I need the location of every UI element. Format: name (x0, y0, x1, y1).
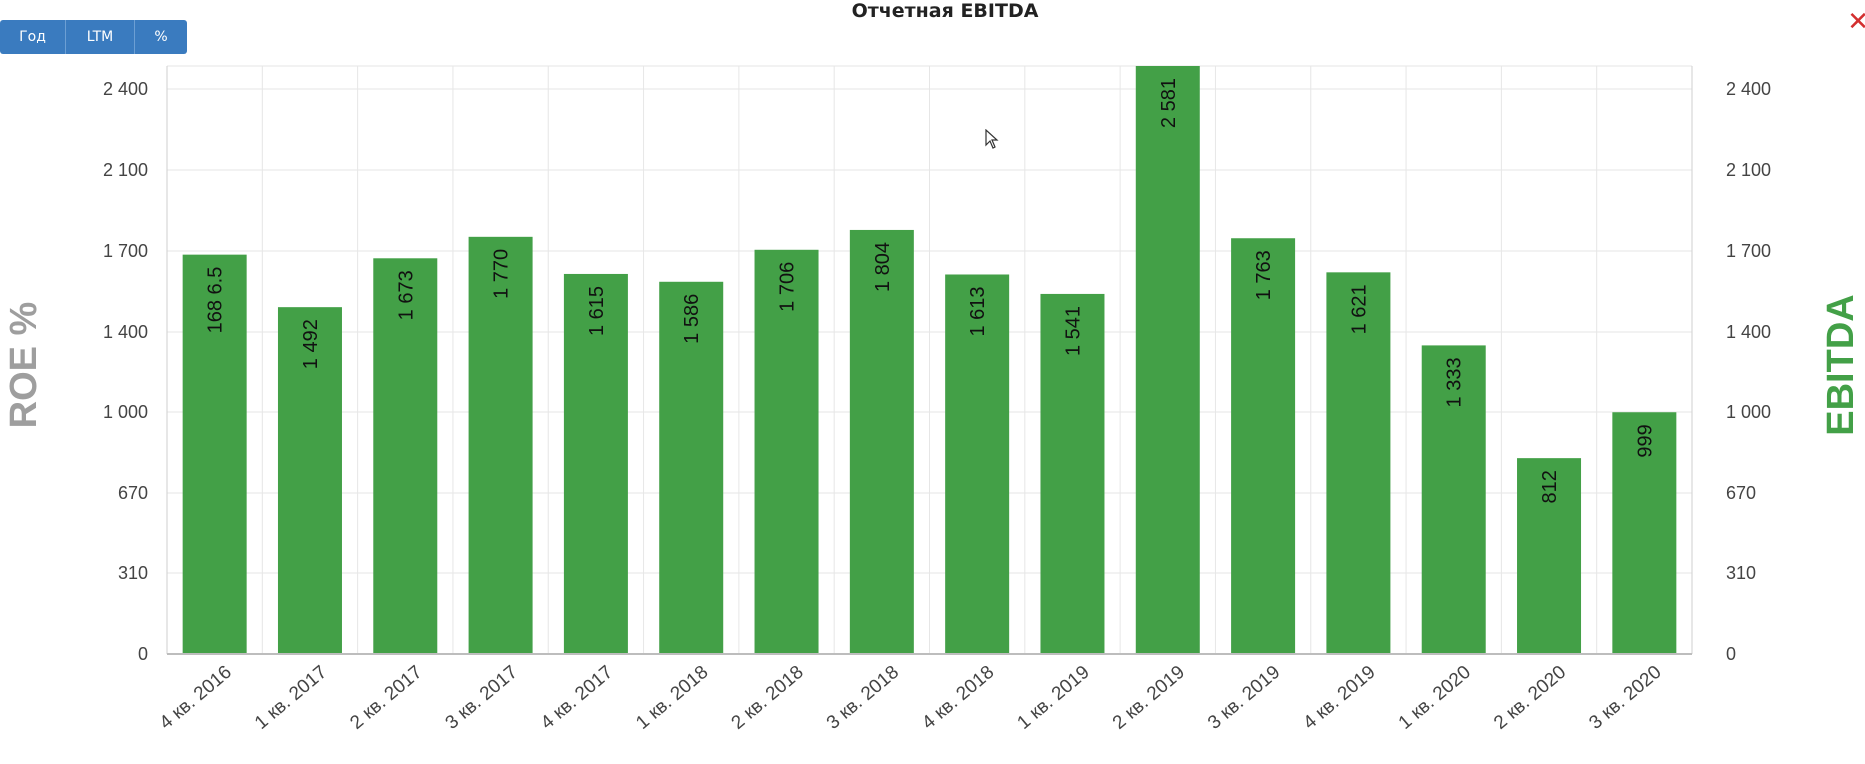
chart-title: Отчетная EBITDA (851, 0, 1039, 22)
bar-value-label: 1 613 (967, 286, 989, 336)
period-toggle: Год LTM % (0, 20, 187, 54)
x-tick-label: 4 кв. 2017 (537, 662, 617, 734)
bar-value-label: 1 706 (777, 262, 799, 312)
bar[interactable] (1517, 458, 1582, 654)
bar[interactable] (1231, 238, 1296, 654)
bar-value-label: 812 (1539, 470, 1561, 503)
bar[interactable] (1040, 293, 1105, 654)
bar-value-label: 1 621 (1348, 284, 1370, 334)
x-tick-label: 3 кв. 2020 (1585, 662, 1665, 734)
left-tick-label: 310 (118, 563, 148, 583)
bar-value-label: 2 581 (1158, 78, 1180, 128)
bar-value-label: 999 (1634, 424, 1656, 457)
bar[interactable] (849, 229, 914, 654)
axes (166, 66, 1693, 655)
bar-value-label: 1 541 (1062, 306, 1084, 356)
right-axis-title: EBITDA (1820, 294, 1862, 435)
x-tick-label: 2 кв. 2017 (346, 662, 426, 734)
bar[interactable] (1326, 272, 1391, 654)
bar-value-label: 1 492 (300, 319, 322, 369)
mouse-cursor-icon (985, 129, 999, 149)
year-button[interactable]: Год (0, 20, 66, 54)
bar[interactable] (1612, 412, 1677, 654)
right-tick-label: 1 000 (1726, 402, 1771, 422)
bar-value-label: 1 804 (872, 242, 894, 292)
right-tick-label: 2 100 (1726, 160, 1771, 180)
left-axis-title: ROE % (3, 302, 45, 429)
x-tick-label: 2 кв. 2019 (1109, 662, 1189, 734)
bar-value-label: 1 333 (1444, 357, 1466, 407)
x-tick-label: 1 кв. 2020 (1395, 662, 1475, 734)
x-tick-label: 1 кв. 2018 (632, 662, 712, 734)
percent-button[interactable]: % (135, 20, 187, 54)
bar[interactable] (277, 307, 342, 654)
right-tick-label: 670 (1726, 483, 1756, 503)
bar-value-label: 1 673 (395, 270, 417, 320)
bar[interactable] (1421, 345, 1486, 654)
x-tick-label: 3 кв. 2019 (1204, 662, 1284, 734)
bar[interactable] (182, 254, 247, 654)
right-tick-label: 2 400 (1726, 79, 1771, 99)
left-tick-label: 1 000 (103, 402, 148, 422)
bar-value-label: 168 6.5 (205, 267, 227, 334)
x-tick-label: 3 кв. 2018 (823, 662, 903, 734)
right-axis-ticks: 0 310 670 1 000 1 400 1 700 2 100 2 400 (1726, 79, 1771, 664)
x-tick-label: 4 кв. 2019 (1299, 662, 1379, 734)
left-tick-label: 0 (138, 644, 148, 664)
right-tick-label: 0 (1726, 644, 1736, 664)
bar[interactable] (945, 274, 1010, 654)
left-tick-label: 2 100 (103, 160, 148, 180)
left-tick-label: 1 700 (103, 241, 148, 261)
close-icon[interactable]: ✕ (1847, 6, 1865, 36)
x-tick-label: 3 кв. 2017 (442, 662, 522, 734)
bar[interactable] (468, 236, 533, 654)
x-tick-label: 2 кв. 2020 (1490, 662, 1570, 734)
bar[interactable] (373, 258, 438, 654)
bar[interactable] (1135, 66, 1200, 654)
right-tick-label: 1 400 (1726, 322, 1771, 342)
left-tick-label: 2 400 (103, 79, 148, 99)
x-tick-label: 4 кв. 2016 (156, 662, 236, 734)
bar-value-label: 1 615 (586, 286, 608, 336)
bar-value-label: 1 586 (681, 294, 703, 344)
bar-value-label: 1 763 (1253, 250, 1275, 300)
data-labels: 168 6.5 1 492 1 673 1 770 1 615 1 586 1 706 1 8… (205, 78, 1657, 504)
bar-value-label: 1 770 (491, 249, 513, 299)
x-tick-label: 1 кв. 2017 (251, 662, 331, 734)
left-axis-ticks: 0 310 670 1 000 1 400 1 700 2 100 2 400 (103, 79, 148, 664)
bar[interactable] (659, 281, 724, 654)
x-tick-label: 2 кв. 2018 (728, 662, 808, 734)
ltm-button[interactable]: LTM (66, 20, 135, 54)
x-tick-label: 4 кв. 2018 (918, 662, 998, 734)
x-tick-label: 1 кв. 2019 (1013, 662, 1093, 734)
bar[interactable] (754, 249, 819, 654)
right-tick-label: 310 (1726, 563, 1756, 583)
bar[interactable] (563, 273, 628, 654)
bars (182, 66, 1677, 654)
right-tick-label: 1 700 (1726, 241, 1771, 261)
left-tick-label: 1 400 (103, 322, 148, 342)
x-axis-ticks: 4 кв. 2016 1 кв. 2017 2 кв. 2017 3 кв. 2017… (156, 662, 1666, 734)
left-tick-label: 670 (118, 483, 148, 503)
